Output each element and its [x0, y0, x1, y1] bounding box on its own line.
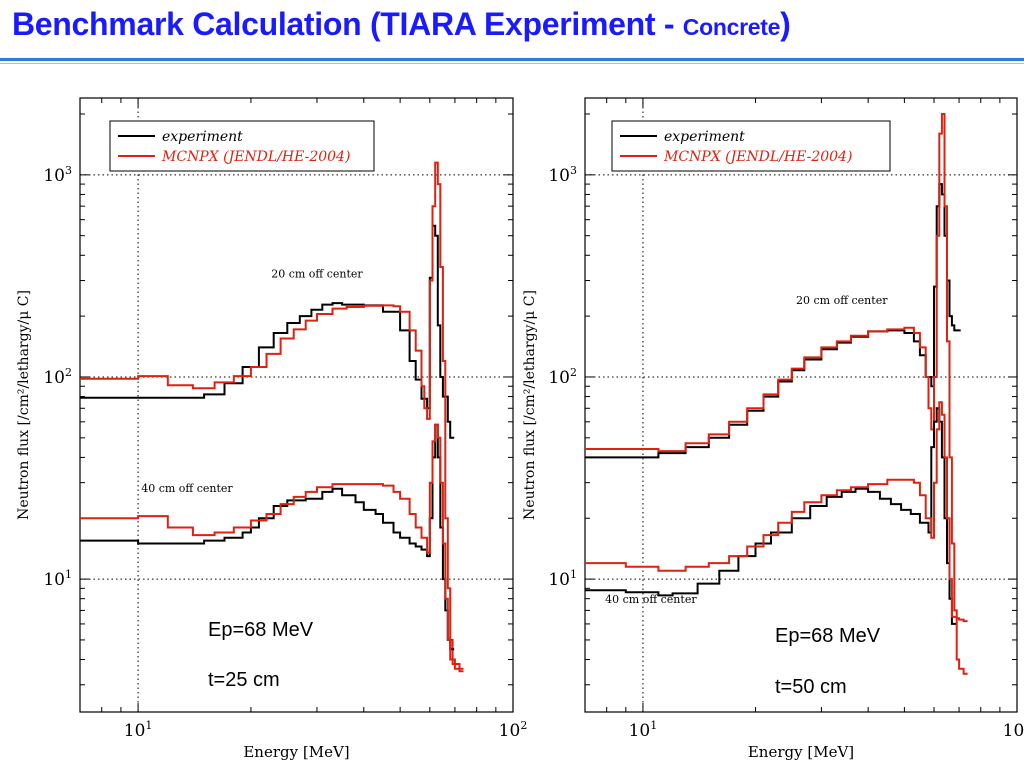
- series-mcnpx-20-cm-off-center: [585, 113, 968, 675]
- title-underline-thin: [0, 63, 1024, 64]
- x-axis-label: Energy [MeV]: [243, 743, 349, 761]
- series-experiment-40-cm-off-center: [585, 407, 956, 625]
- y-tick-label: 102: [548, 366, 577, 388]
- condition-label: t=25 cm: [208, 669, 280, 691]
- legend-box: [109, 120, 375, 172]
- series-annotation: 20 cm off center: [271, 268, 363, 281]
- y-tick-label: 103: [548, 164, 577, 186]
- slide-title-main: Benchmark Calculation (TIARA Experiment …: [12, 6, 683, 42]
- x-tick-label: 101: [629, 719, 658, 741]
- series-mcnpx-40-cm-off-center: [80, 423, 464, 673]
- legend-label: MCNPX (JENDL/HE-2004): [663, 149, 852, 165]
- x-tick-label: 101: [124, 719, 153, 741]
- y-axis-label: Neutron flux [/cm²/lethargy/μ C]: [16, 290, 32, 520]
- y-tick-label: 101: [43, 568, 72, 590]
- title-underline: [0, 58, 1024, 61]
- legend-box: [611, 120, 891, 172]
- y-axis-label: Neutron flux [/cm²/lethargy/μ C]: [522, 290, 538, 520]
- series-mcnpx-20-cm-off-center: [80, 161, 464, 670]
- y-tick-label: 102: [43, 366, 72, 388]
- slide-title: Benchmark Calculation (TIARA Experiment …: [12, 6, 791, 43]
- series-experiment-40-cm-off-center: [80, 423, 455, 651]
- x-axis-label: Energy [MeV]: [748, 743, 854, 761]
- series-mcnpx-40-cm-off-center: [585, 401, 968, 623]
- condition-label: Ep=68 MeV: [775, 625, 881, 647]
- y-tick-label: 101: [548, 568, 577, 590]
- legend-label: experiment: [664, 129, 745, 145]
- x-tick-label: 102: [1003, 719, 1024, 741]
- condition-label: t=50 cm: [775, 676, 847, 698]
- series-annotation: 40 cm off center: [605, 593, 697, 606]
- y-tick-label: 103: [43, 164, 72, 186]
- legend-label: experiment: [162, 129, 243, 145]
- x-tick-label: 102: [499, 719, 528, 741]
- condition-label: Ep=68 MeV: [208, 619, 314, 641]
- series-annotation: 40 cm off center: [141, 482, 233, 495]
- slide-title-end: ): [780, 6, 791, 42]
- slide-title-small: Concrete: [682, 14, 781, 40]
- legend-label: MCNPX (JENDL/HE-2004): [161, 149, 350, 165]
- series-annotation: 20 cm off center: [796, 294, 888, 307]
- series-experiment-20-cm-off-center: [80, 224, 455, 439]
